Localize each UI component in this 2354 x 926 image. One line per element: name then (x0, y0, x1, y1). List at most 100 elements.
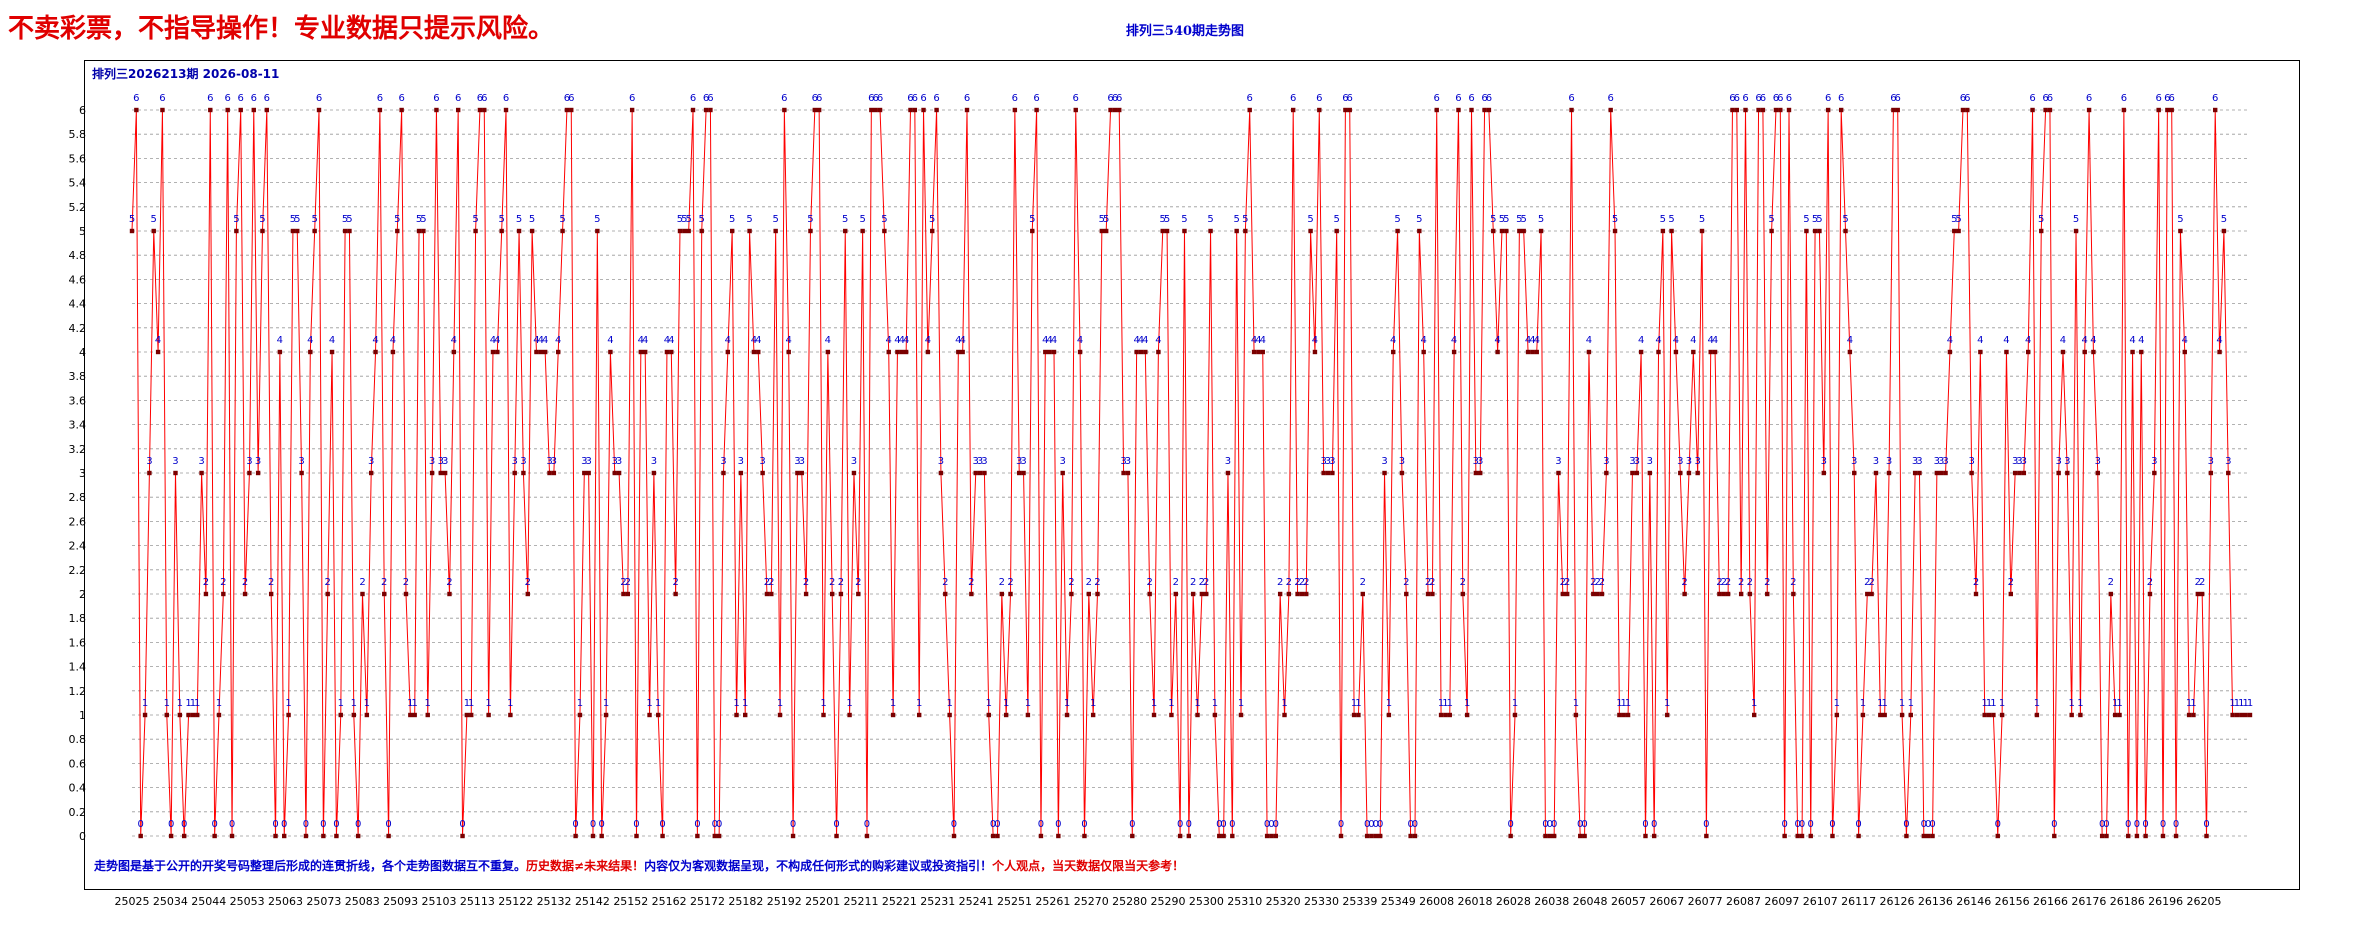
data-label: 1 (1751, 698, 1757, 709)
data-point (1965, 107, 1970, 113)
data-label: 6 (1107, 93, 1113, 104)
data-label: 0 (1216, 819, 1222, 830)
data-label: 0 (1651, 819, 1657, 830)
data-label: 4 (1638, 335, 1644, 346)
data-label: 1 (1355, 698, 1361, 709)
data-point (664, 349, 670, 355)
data-label: 5 (1955, 214, 1961, 225)
data-label: 5 (699, 214, 705, 225)
data-label: 6 (1247, 93, 1253, 104)
data-point (1582, 833, 1587, 839)
data-label: 3 (1020, 456, 1026, 467)
data-point (682, 228, 687, 234)
data-label: 6 (377, 93, 383, 104)
data-label: 4 (1690, 335, 1696, 346)
data-point (951, 833, 957, 839)
data-point (1464, 712, 1470, 718)
data-label: 5 (529, 214, 535, 225)
data-point (2025, 349, 2031, 355)
data-point (1847, 349, 1853, 355)
data-point (2060, 349, 2066, 355)
data-label: 4 (1494, 335, 1500, 346)
data-point (1051, 349, 1057, 355)
data-point (368, 470, 374, 476)
data-point (1604, 470, 1609, 476)
data-label: 2 (1203, 577, 1209, 588)
data-point (2226, 470, 2231, 476)
data-label: 2 (803, 577, 809, 588)
data-label: 3 (973, 456, 979, 467)
data-point (1712, 349, 1718, 355)
data-point (251, 107, 256, 113)
x-tick-label: 25231 (920, 895, 955, 908)
data-point (503, 107, 509, 113)
data-label: 5 (1394, 214, 1400, 225)
y-tick-label: 0.2 (69, 806, 87, 819)
data-point (1208, 228, 1213, 234)
data-point (181, 833, 187, 839)
data-point (1747, 591, 1753, 597)
data-point (1395, 228, 1400, 234)
data-label: 3 (255, 456, 261, 467)
data-label: 3 (981, 456, 987, 467)
data-point (1760, 107, 1766, 113)
data-label: 2 (1429, 577, 1435, 588)
data-point (212, 833, 217, 839)
y-tick-label: 6 (79, 104, 86, 117)
data-label: 0 (1925, 819, 1931, 830)
data-point (373, 349, 378, 355)
data-point (1543, 833, 1548, 839)
data-label: 1 (1573, 698, 1579, 709)
data-label: 3 (1821, 456, 1827, 467)
data-point (1651, 833, 1657, 839)
data-label: 4 (494, 335, 500, 346)
data-point (521, 470, 526, 476)
data-point (342, 228, 348, 234)
data-point (1821, 470, 1826, 476)
data-label: 6 (1316, 93, 1322, 104)
data-label: 6 (873, 93, 879, 104)
data-label: 4 (1525, 335, 1531, 346)
data-label: 1 (777, 698, 783, 709)
data-label: 1 (2186, 698, 2192, 709)
data-label: 2 (1590, 577, 1596, 588)
data-label: 3 (612, 456, 618, 467)
data-point (1291, 107, 1296, 113)
data-label: 3 (1634, 456, 1640, 467)
data-label: 4 (1712, 335, 1718, 346)
data-label: 4 (607, 335, 613, 346)
data-point (1534, 349, 1539, 355)
data-point (625, 591, 630, 597)
data-label: 4 (533, 335, 539, 346)
data-point (290, 228, 296, 234)
data-point (529, 228, 535, 234)
y-tick-label: 5.8 (69, 128, 87, 141)
x-tick-label: 25044 (191, 895, 226, 908)
data-point (816, 107, 822, 113)
data-label: 3 (1934, 456, 1940, 467)
data-point (1230, 833, 1235, 839)
data-point (308, 349, 313, 355)
data-label: 2 (1764, 577, 1770, 588)
data-label: 6 (433, 93, 439, 104)
data-label: 0 (1507, 819, 1513, 830)
data-point (1995, 833, 2000, 839)
data-label: 6 (1290, 93, 1296, 104)
data-label: 6 (1342, 93, 1348, 104)
data-point (303, 833, 309, 839)
data-point (408, 712, 413, 718)
data-point (1460, 591, 1466, 597)
data-point (712, 833, 717, 839)
data-point (2017, 470, 2022, 476)
data-label: 4 (1847, 335, 1853, 346)
data-label: 2 (1864, 577, 1870, 588)
data-point (1412, 833, 1418, 839)
data-point (2034, 712, 2040, 718)
data-label: 1 (646, 698, 652, 709)
data-point (1538, 228, 1544, 234)
data-point (2134, 833, 2140, 839)
data-label: 3 (520, 456, 526, 467)
data-point (1882, 712, 1887, 718)
data-label: 4 (1420, 335, 1426, 346)
data-label: 1 (1168, 698, 1174, 709)
